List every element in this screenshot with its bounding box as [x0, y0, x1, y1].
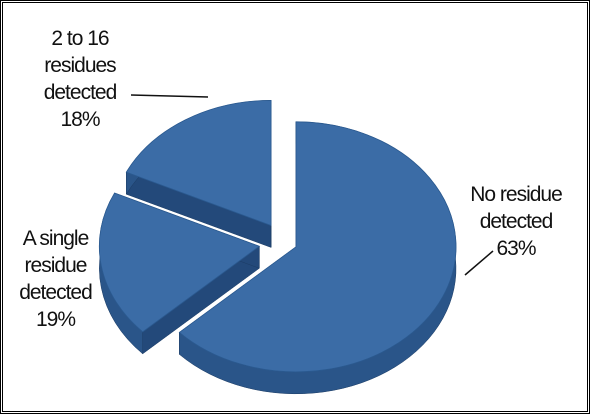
slice: [98, 192, 261, 333]
value-label: 18%: [60, 108, 100, 131]
label: 2 to 16 residues detected 18%: [25, 25, 135, 133]
value-label: 19%: [35, 308, 76, 331]
value-label: 63%: [496, 237, 536, 260]
category-label: A single residue detected: [19, 227, 93, 304]
slice: [125, 100, 272, 227]
category-label: 2 to 16 residues detected: [43, 27, 118, 104]
leader-line: [464, 250, 494, 276]
leader-line: [130, 94, 209, 98]
pie-plot: [98, 94, 494, 395]
slice: [178, 121, 457, 373]
label: No residue detected 63%: [451, 181, 581, 262]
category-label: No residue detected: [470, 183, 563, 233]
label: A single residue detected 19%: [3, 225, 108, 333]
